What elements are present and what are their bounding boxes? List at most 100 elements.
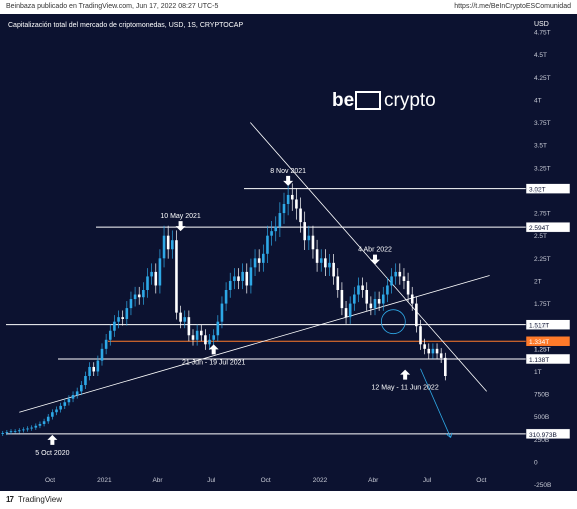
- candle-body: [179, 312, 182, 322]
- candle-body: [108, 330, 112, 340]
- horizontal-levels: 3.02T 2.594T 1.517T 1.334T 1.138T 310.973B 1.2…: [6, 183, 571, 440]
- candle-body: [241, 271, 244, 281]
- level-label: 1.517T: [529, 323, 549, 330]
- candle-body: [431, 348, 435, 354]
- candle-body: [398, 271, 402, 277]
- level-label-box: [525, 221, 571, 233]
- candle-body: [286, 194, 290, 204]
- candle-body: [67, 398, 71, 403]
- y-tick-label: 3.75T: [534, 120, 551, 127]
- candle-body: [427, 348, 431, 354]
- candle-body: [133, 294, 137, 300]
- x-tick-label: 2022: [313, 477, 328, 484]
- level-label: 1.138T: [529, 357, 549, 364]
- arrow-up-icon: [208, 344, 219, 355]
- candle-body: [348, 303, 352, 318]
- candle-body: [439, 353, 443, 358]
- x-tick-label: Jul: [423, 477, 432, 484]
- y-tick-label: 2T: [534, 278, 542, 285]
- candle-body: [390, 276, 393, 286]
- y-tick-label: -250B: [534, 482, 551, 489]
- projection-arrowhead: [445, 432, 453, 438]
- x-tick-label: Oct: [476, 477, 486, 484]
- candle-body: [381, 294, 385, 304]
- candle-body: [237, 276, 240, 281]
- candle-body: [257, 258, 261, 263]
- candle-body: [154, 271, 158, 286]
- candle-body: [361, 285, 364, 290]
- y-tick-label: 2.25T: [534, 256, 551, 263]
- y-tick-label: 1.5T: [534, 324, 547, 331]
- candle-body: [9, 431, 13, 433]
- telegram-link[interactable]: https://t.me/BeInCryptoESComunidad: [454, 3, 571, 10]
- candle-body: [220, 303, 224, 322]
- candle-body: [249, 267, 253, 286]
- tradingview-brand: TradingView: [17, 495, 63, 504]
- candle-body: [262, 253, 265, 263]
- candle-body: [373, 299, 377, 309]
- y-tick-label: 1T: [534, 369, 542, 376]
- level-label: 1.334T: [529, 339, 549, 346]
- level-label: 2.594T: [529, 225, 549, 232]
- arrow-down-icon: [175, 221, 186, 232]
- y-tick-label: 2.5T: [534, 233, 547, 240]
- y-axis-unit: USD: [534, 21, 549, 28]
- candle-body: [410, 294, 414, 304]
- candle-body: [38, 423, 42, 426]
- candle-body: [158, 258, 162, 286]
- level-label-box: [525, 319, 571, 330]
- candle-body: [245, 271, 249, 286]
- candle-body: [299, 208, 302, 223]
- candle-body: [166, 235, 170, 250]
- resistance-trendline: [250, 122, 487, 392]
- y-tick-label: 0: [534, 460, 538, 467]
- candle-body: [204, 335, 207, 345]
- y-tick-label: 750B: [534, 392, 549, 399]
- candle-body: [340, 290, 344, 309]
- candle-body: [199, 330, 203, 336]
- y-tick-label: 4.25T: [534, 75, 551, 82]
- candle-body: [311, 235, 315, 250]
- candle-body: [51, 412, 54, 417]
- candle-body: [175, 240, 178, 313]
- candle-body: [84, 376, 87, 386]
- candle-body: [328, 262, 331, 268]
- candle-body: [22, 429, 25, 431]
- candle-body: [162, 235, 166, 259]
- candle-body: [386, 285, 389, 295]
- x-axis: Oct 2021 Abr Jul Oct 2022 Abr Jul Oct: [45, 477, 487, 484]
- annotation-label: 4 Abr 2022: [358, 247, 392, 254]
- candle-body: [406, 280, 410, 295]
- candle-body: [125, 308, 129, 319]
- candle-body: [146, 276, 149, 290]
- y-axis: 4.75T 4.5T 4.25T 4T 3.75T 3.5T 3.25T 3T 2.75T 2.5…: [534, 30, 551, 490]
- chart-title: Capitalización total del mercado de crip…: [8, 22, 243, 29]
- projection-line: [420, 368, 452, 438]
- arrow-up-icon: [400, 369, 411, 380]
- annotation-label: 8 Nov 2021: [270, 168, 306, 175]
- x-tick-label: Abr: [152, 477, 163, 484]
- candle-body: [319, 258, 323, 263]
- candle-body: [75, 391, 79, 396]
- candle-body: [129, 299, 133, 309]
- watermark-be: be: [332, 90, 354, 111]
- candle-body: [30, 427, 33, 429]
- tradingview-mark-icon: 17: [6, 495, 14, 504]
- level-label-box: [525, 335, 571, 347]
- candle-body: [423, 344, 426, 349]
- y-tick-label: 3.25T: [534, 165, 551, 172]
- candle-body: [336, 276, 340, 290]
- candle-body: [55, 409, 58, 413]
- candle-body: [282, 204, 286, 214]
- x-tick-label: Oct: [45, 477, 55, 484]
- candle-body: [92, 366, 96, 372]
- candle-body: [216, 321, 220, 336]
- candle-body: [150, 271, 153, 277]
- candles: [1, 183, 447, 436]
- publish-info: Beinbaza publicado en TradingView.com, J…: [6, 3, 219, 10]
- y-tick-label: 250B: [534, 437, 549, 444]
- watermark-text: crypto: [384, 90, 436, 111]
- y-tick-label: 3.5T: [534, 143, 547, 150]
- candle-body: [88, 366, 91, 376]
- annotation-label: 21 Jun - 19 Jul 2021: [182, 359, 246, 366]
